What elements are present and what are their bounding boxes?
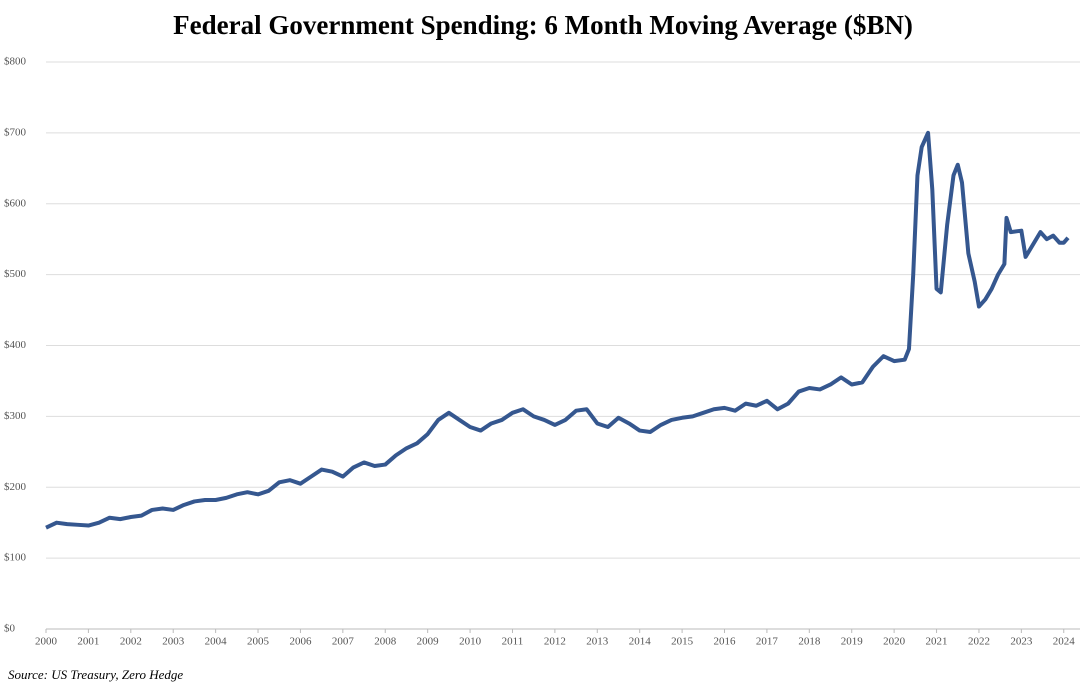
y-tick-label: $400 [4,339,27,351]
x-tick-label: 2007 [332,636,355,648]
x-tick-label: 2012 [544,636,566,648]
y-tick-label: $300 [4,410,27,422]
x-tick-label: 2017 [756,636,779,648]
x-tick-label: 2013 [586,636,609,648]
x-tick-label: 2001 [77,636,99,648]
x-tick-label: 2016 [714,636,737,648]
y-tick-label: $600 [4,197,27,209]
chart-title: Federal Government Spending: 6 Month Mov… [173,10,913,40]
y-tick-label: $0 [4,623,16,635]
x-tick-label: 2014 [629,636,652,648]
y-tick-label: $800 [4,56,27,68]
x-tick-label: 2002 [120,636,142,648]
x-tick-label: 2020 [883,636,906,648]
x-tick-label: 2003 [162,636,185,648]
x-tick-label: 2018 [798,636,821,648]
x-tick-label: 2011 [502,636,524,648]
y-tick-label: $700 [4,126,27,138]
x-tick-label: 2006 [289,636,312,648]
source-note: Source: US Treasury, Zero Hedge [8,667,183,682]
x-tick-label: 2022 [968,636,990,648]
y-tick-label: $200 [4,481,27,493]
x-tick-label: 2008 [374,636,397,648]
y-tick-label: $500 [4,268,27,280]
x-tick-label: 2019 [841,636,864,648]
x-tick-label: 2005 [247,636,270,648]
x-tick-label: 2004 [205,636,228,648]
data-line [45,130,1070,530]
y-tick-label: $100 [4,552,27,564]
x-tick-label: 2000 [35,636,58,648]
x-tick-label: 2010 [459,636,482,648]
x-tick-label: 2024 [1053,636,1076,648]
x-tick-label: 2009 [417,636,440,648]
x-tick-label: 2023 [1010,636,1033,648]
x-tick-label: 2015 [671,636,694,648]
x-tick-label: 2021 [926,636,948,648]
